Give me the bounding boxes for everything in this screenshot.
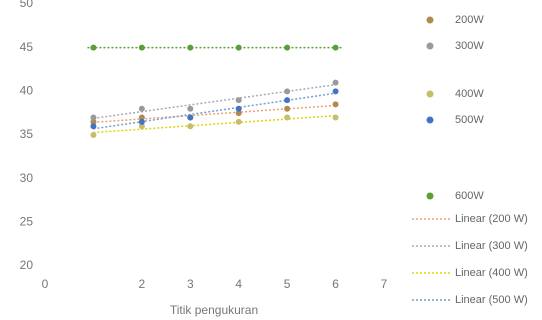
data-point: [284, 105, 291, 112]
data-point: [332, 114, 339, 121]
data-point: [187, 114, 194, 121]
legend-label: 600W: [455, 190, 484, 202]
x-axis-label: Titik pengukuran: [170, 303, 258, 317]
y-tick-label: 35: [20, 127, 34, 141]
data-point: [235, 97, 242, 104]
data-point: [138, 44, 145, 51]
data-point: [235, 44, 242, 51]
x-tick-label: 2: [139, 277, 146, 291]
x-tick-label: 7: [381, 277, 388, 291]
data-point: [332, 88, 339, 95]
data-point: [90, 114, 97, 121]
legend-marker: [426, 192, 434, 200]
trendline: [93, 83, 336, 120]
data-point: [138, 118, 145, 125]
y-tick-label: 20: [20, 258, 34, 272]
trendline: [93, 114, 336, 134]
data-point: [138, 114, 145, 121]
legend-label: 200W: [455, 14, 484, 26]
y-tick-label: 50: [20, 0, 34, 10]
data-point: [284, 97, 291, 104]
y-tick-label: 30: [20, 171, 34, 185]
y-tick-label: 40: [20, 84, 34, 98]
data-point: [332, 101, 339, 108]
x-tick-label: 6: [332, 277, 339, 291]
data-point: [187, 44, 194, 51]
trendline: [93, 104, 336, 124]
legend-label: 300W: [455, 40, 484, 52]
legend-marker: [426, 116, 434, 124]
data-point: [284, 114, 291, 121]
data-point: [332, 44, 339, 51]
y-tick-label: 45: [20, 40, 34, 54]
data-point: [235, 105, 242, 112]
x-tick-label: 4: [235, 277, 242, 291]
data-point: [90, 123, 97, 130]
data-point: [284, 88, 291, 95]
legend-label: 400W: [455, 88, 484, 100]
legend-label: 500W: [455, 114, 484, 126]
legend-label: Linear (200 W): [455, 213, 528, 225]
data-point: [138, 123, 145, 130]
data-point: [187, 105, 194, 112]
data-point: [138, 105, 145, 112]
data-point: [284, 44, 291, 51]
legend-marker: [426, 16, 434, 24]
data-point: [332, 79, 339, 86]
x-tick-label: 3: [187, 277, 194, 291]
x-tick-label: 5: [284, 277, 291, 291]
data-point: [90, 44, 97, 51]
trendline: [93, 92, 336, 130]
legend-label: Linear (300 W): [455, 240, 528, 252]
legend-label: Linear (500 W): [455, 294, 528, 306]
legend-marker: [426, 42, 434, 50]
x-tick-label: 0: [42, 277, 49, 291]
legend-marker: [426, 90, 434, 98]
data-point: [235, 118, 242, 125]
legend-label: Linear (400 W): [455, 267, 528, 279]
data-point: [90, 132, 97, 138]
data-point: [187, 123, 194, 130]
data-point: [235, 110, 242, 117]
data-point: [90, 118, 97, 125]
y-tick-label: 25: [20, 215, 34, 229]
